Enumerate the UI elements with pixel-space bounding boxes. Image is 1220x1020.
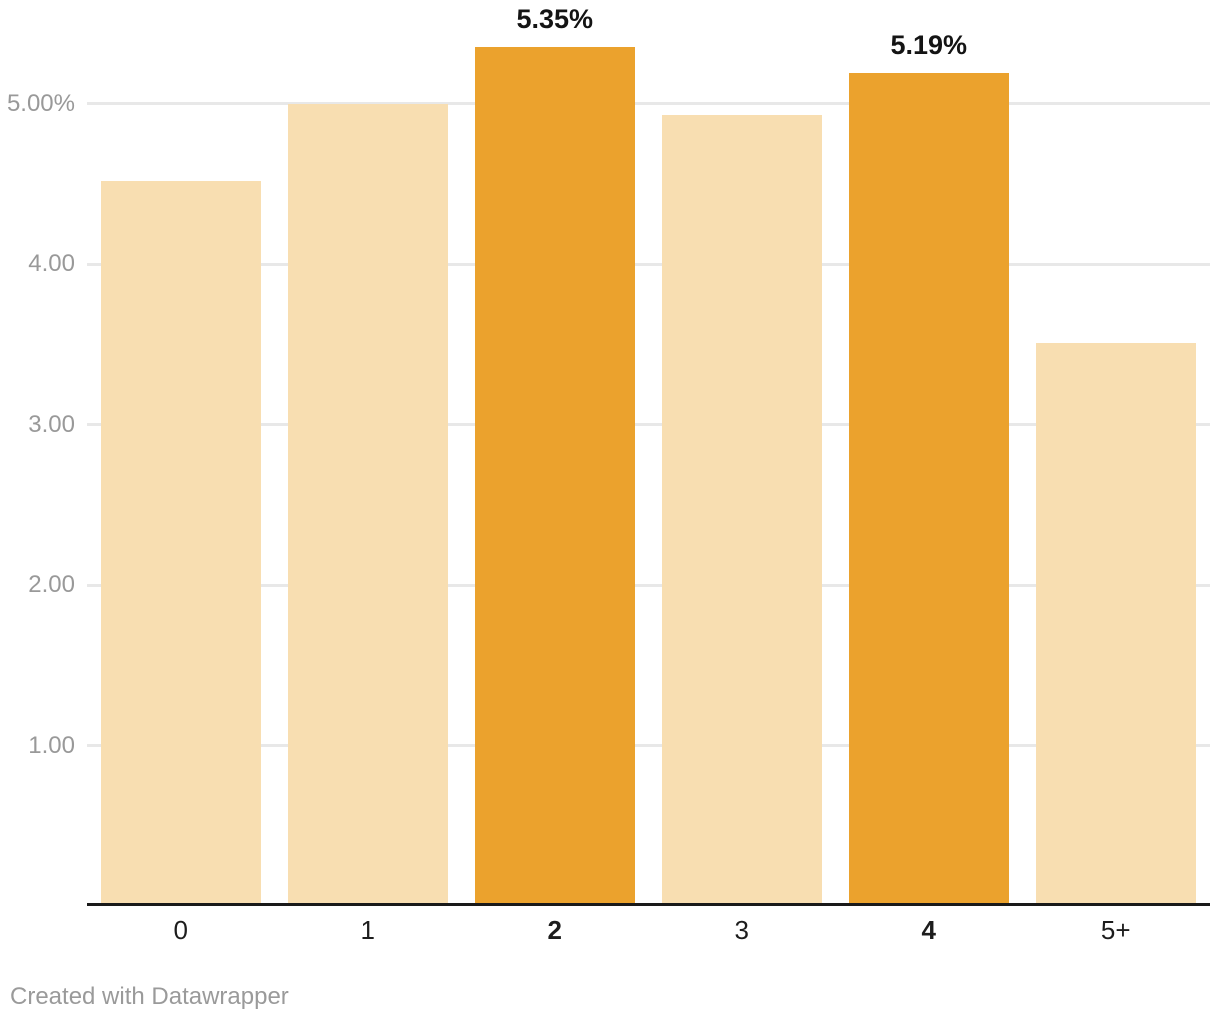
x-axis-tick-label: 0 xyxy=(173,915,188,945)
gridline xyxy=(87,744,1210,747)
bar-value-label: 5.35% xyxy=(516,4,594,35)
bar-0 xyxy=(101,180,261,906)
bar-3 xyxy=(662,114,822,906)
x-axis-tick-label: 4 xyxy=(921,915,936,945)
gridline xyxy=(87,423,1210,426)
y-axis-tick-label: 1.00 xyxy=(28,731,75,759)
bar-5+ xyxy=(1036,342,1196,906)
y-axis-tick-label: 4.00 xyxy=(28,250,75,277)
y-axis-tick-label: 3.00 xyxy=(28,410,75,438)
x-axis-tick-label: 2 xyxy=(547,915,562,945)
x-axis-tick-label: 5+ xyxy=(1100,915,1131,945)
x-axis-line xyxy=(87,903,1210,906)
gridline xyxy=(87,583,1210,587)
gridline xyxy=(87,262,1210,266)
y-axis-tick-label: 2.00 xyxy=(28,571,75,598)
x-axis-tick-label: 1 xyxy=(360,915,375,945)
credit-text: Created with Datawrapper xyxy=(10,983,289,1010)
bar-value-label: 5.19% xyxy=(890,30,968,60)
bar-4 xyxy=(849,73,1009,906)
x-axis-tick-label: 3 xyxy=(734,915,749,945)
bar-1 xyxy=(288,103,448,906)
gridline xyxy=(87,102,1210,105)
bar-2 xyxy=(475,47,635,906)
y-axis-tick-label: 5.00% xyxy=(6,89,75,117)
